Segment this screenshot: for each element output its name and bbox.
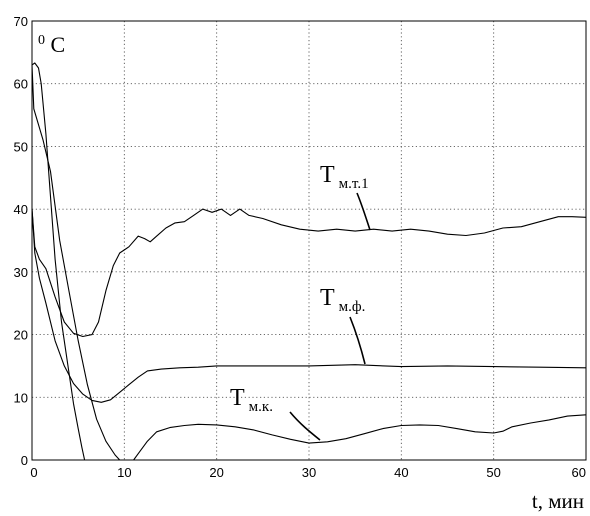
series-line-0 [31, 208, 587, 338]
y-tick-label-60: 60 [14, 77, 28, 92]
y-tick-label-40: 40 [14, 202, 28, 217]
annotation-t-mk: T м.к. [230, 385, 273, 415]
x-tick-label-10: 10 [117, 465, 131, 480]
y-tick-label-70: 70 [14, 14, 28, 29]
annotation-t-mt1-main: T [320, 162, 335, 188]
unit-label: 0 C [38, 24, 65, 57]
annotation-t-mt1-sub: м.т.1 [339, 176, 369, 192]
y-tick-label-30: 30 [14, 265, 28, 280]
annotation-t-mk-main: T [230, 385, 245, 411]
series-line-3 [31, 62, 86, 461]
leader-t-mf [349, 316, 366, 365]
x-tick-label-50: 50 [486, 465, 500, 480]
x-tick-label-60: 60 [572, 465, 586, 480]
unit-label-sup: 0 [38, 33, 45, 48]
annotation-t-mf-main: T [320, 285, 335, 311]
annotation-leaders [289, 192, 371, 441]
x-tick-label-30: 30 [302, 465, 316, 480]
series-layer [31, 62, 587, 461]
series-line-2 [31, 64, 121, 461]
annotation-t-mf-sub: м.ф. [339, 299, 366, 315]
x-tick-label-0: 0 [30, 465, 37, 480]
y-tick-label-20: 20 [14, 328, 28, 343]
y-tick-label-10: 10 [14, 390, 28, 405]
unit-label-main: C [51, 32, 66, 57]
grid [32, 21, 586, 460]
tick-labels: 0 10 20 30 40 50 60 70 0 10 20 30 40 50 60 [14, 14, 586, 480]
x-tick-label-40: 40 [394, 465, 408, 480]
series-line-1 [31, 209, 587, 403]
y-tick-label-50: 50 [14, 139, 28, 154]
leader-t-mk [289, 411, 321, 441]
annotation-t-mf: T м.ф. [320, 285, 365, 315]
x-axis-label: t, мин [532, 489, 584, 513]
series-line-2-segment-2 [133, 414, 587, 461]
x-tick-label-20: 20 [209, 465, 223, 480]
annotation-t-mk-sub: м.к. [249, 399, 273, 415]
plot-frame [31, 20, 587, 461]
y-tick-label-0: 0 [21, 453, 28, 468]
annotation-t-mt1: T м.т.1 [320, 162, 369, 192]
leader-t-mt1 [356, 192, 371, 231]
